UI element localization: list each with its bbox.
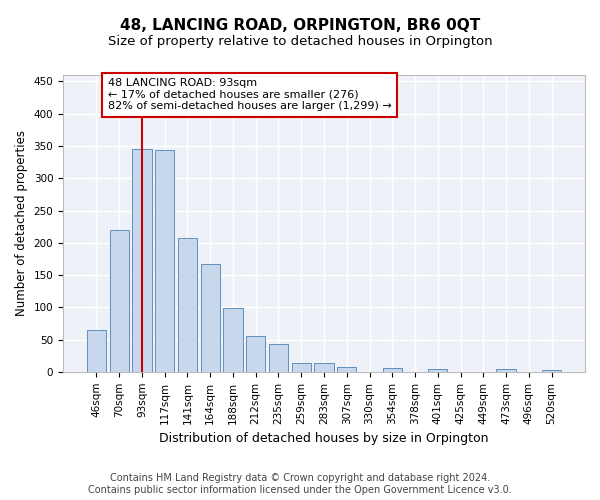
- Bar: [383, 368, 402, 372]
- Bar: [246, 336, 265, 372]
- Bar: [200, 264, 220, 372]
- Text: 48 LANCING ROAD: 93sqm
← 17% of detached houses are smaller (276)
82% of semi-de: 48 LANCING ROAD: 93sqm ← 17% of detached…: [108, 78, 392, 112]
- Bar: [110, 230, 129, 372]
- Bar: [223, 308, 242, 372]
- Y-axis label: Number of detached properties: Number of detached properties: [15, 130, 28, 316]
- Text: Size of property relative to detached houses in Orpington: Size of property relative to detached ho…: [107, 35, 493, 48]
- Text: 48, LANCING ROAD, ORPINGTON, BR6 0QT: 48, LANCING ROAD, ORPINGTON, BR6 0QT: [120, 18, 480, 32]
- X-axis label: Distribution of detached houses by size in Orpington: Distribution of detached houses by size …: [159, 432, 489, 445]
- Text: Contains HM Land Registry data © Crown copyright and database right 2024.
Contai: Contains HM Land Registry data © Crown c…: [88, 474, 512, 495]
- Bar: [269, 344, 288, 372]
- Bar: [87, 330, 106, 372]
- Bar: [132, 149, 152, 372]
- Bar: [496, 369, 516, 372]
- Bar: [178, 238, 197, 372]
- Bar: [155, 150, 175, 372]
- Bar: [292, 364, 311, 372]
- Bar: [337, 368, 356, 372]
- Bar: [542, 370, 561, 372]
- Bar: [314, 364, 334, 372]
- Bar: [428, 368, 448, 372]
